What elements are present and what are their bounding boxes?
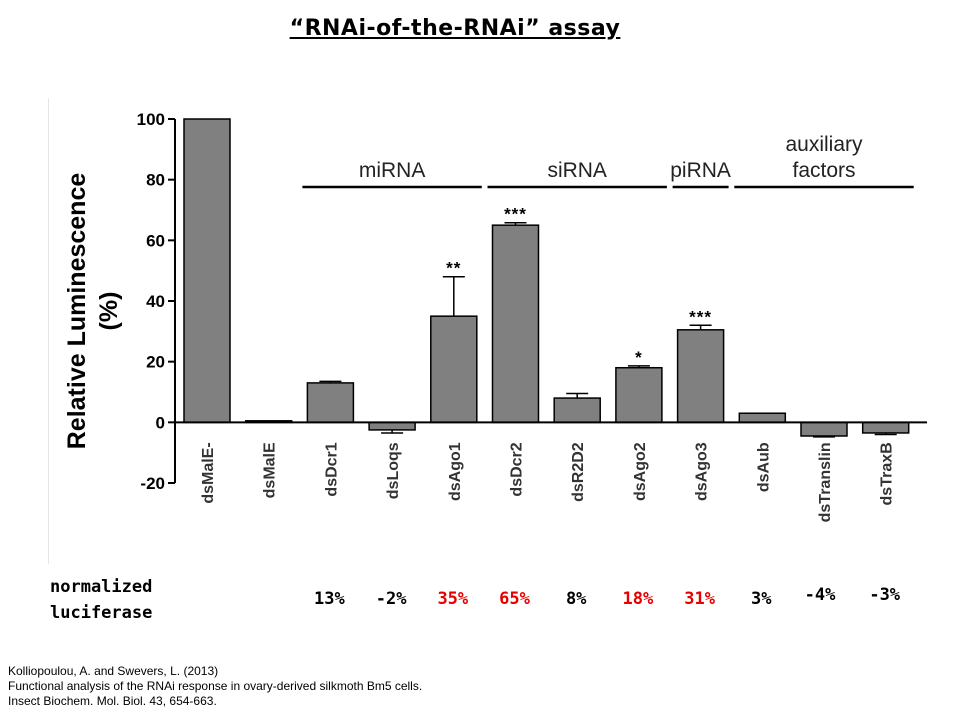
x-tick-label: dsDcr2 (509, 442, 526, 496)
y-axis-title: (%) (95, 292, 123, 331)
normalized-value: 13% (314, 589, 345, 609)
bar (306, 382, 355, 424)
normalized-value: 8% (565, 589, 587, 609)
bar (615, 366, 663, 424)
x-tick-label: dsAgo2 (632, 442, 649, 501)
slide-title: “RNAi-of-the-RNAi” assay (289, 16, 621, 41)
citation-line: Functional analysis of the RNAi response… (8, 679, 423, 693)
y-tick-label: 60 (146, 231, 165, 250)
normalized-value: 35% (437, 589, 469, 609)
citation-line: Kolliopoulou, A. and Swevers, L. (2013) (8, 664, 219, 678)
x-tick-label: dsTranslin (817, 442, 834, 522)
citation: Kolliopoulou, A. and Swevers, L. (2013) … (8, 664, 422, 709)
significance-marker: *** (689, 307, 712, 326)
y-tick-label: 20 (146, 353, 165, 372)
y-tick-label: 100 (137, 110, 165, 129)
x-tick-label: dsDcr1 (323, 442, 340, 496)
bar (553, 397, 601, 424)
chart-panel: -20 0 20 40 60 80 100 Relative Luminescence (%) d… (48, 98, 929, 564)
y-tick-label: 80 (146, 171, 165, 190)
significance-marker: ** (446, 259, 461, 278)
normalized-value: 65% (499, 589, 530, 609)
normalized-value: 3% (751, 589, 772, 609)
normalized-value: -3% (869, 585, 901, 605)
y-tick-label: -20 (140, 474, 165, 493)
x-tick-label: dsTraxB (879, 442, 896, 505)
significance-marker: *** (504, 205, 527, 224)
x-tick-label: dsR2D2 (570, 442, 587, 502)
normalized-label-line: luciferase (50, 603, 153, 623)
normalized-label-line: normalized (50, 577, 153, 597)
x-tick-label: dsLoqs (385, 442, 402, 499)
bar (738, 412, 787, 424)
bar (800, 421, 848, 437)
bar (861, 421, 910, 434)
normalized-value: -4% (804, 585, 836, 605)
normalized-value: 31% (684, 589, 715, 609)
bar (368, 421, 416, 431)
group-label: siRNA (547, 159, 607, 182)
group-label: factors (792, 159, 855, 182)
bar (183, 118, 231, 424)
normalized-value: 18% (622, 589, 654, 609)
x-tick-label: dsMalE (262, 442, 279, 498)
x-tick-label: dsMalE- (200, 442, 217, 503)
citation-line: Insect Biochem. Mol. Biol. 43, 654-663. (8, 694, 217, 708)
y-tick-label: 0 (156, 413, 165, 432)
x-tick-label: dsAgo1 (447, 442, 464, 501)
normalized-value: -2% (375, 589, 407, 609)
y-axis-title: Relative Luminescence (63, 173, 91, 450)
bar (676, 329, 725, 424)
group-label: piRNA (670, 159, 731, 182)
bar (491, 224, 540, 424)
x-tick-label: dsAub (755, 442, 772, 492)
group-label: auxiliary (785, 133, 863, 156)
bar (430, 315, 478, 424)
group-label: miRNA (359, 159, 426, 182)
significance-marker: * (635, 348, 643, 367)
y-tick-label: 40 (146, 292, 165, 311)
normalized-luciferase-label: normalized luciferase (50, 574, 152, 626)
bar-chart: -20 0 20 40 60 80 100 Relative Luminescence (%) d… (63, 110, 927, 522)
x-tick-label: dsAgo3 (694, 442, 711, 501)
